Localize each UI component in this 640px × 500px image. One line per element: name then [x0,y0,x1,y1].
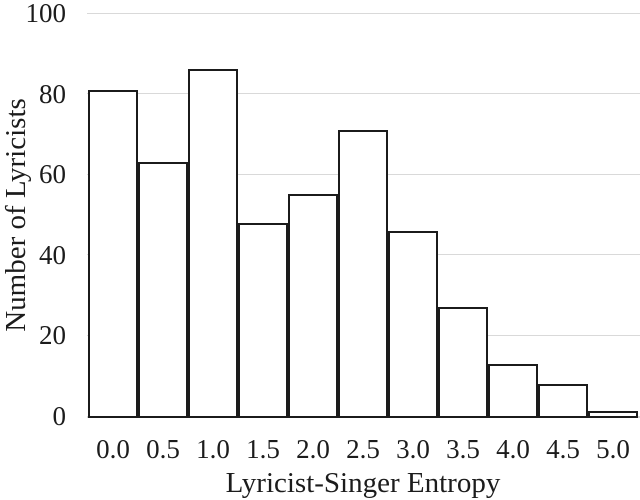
histogram-bar [438,307,488,418]
histogram-bar [188,69,238,418]
histogram-bar [288,194,338,418]
x-tick-label: 1.5 [246,434,280,464]
x-tick-label: 5.0 [596,434,630,464]
y-tick-label: 60 [39,159,66,190]
histogram-bar [238,223,288,418]
histogram-bar [488,364,538,418]
gridline [87,12,640,14]
x-tick-label: 2.0 [296,434,330,464]
x-tick-label: 3.0 [396,434,430,464]
histogram-bar [88,90,138,418]
histogram-bar [388,231,438,418]
histogram-bar [538,384,588,418]
y-tick-label: 80 [39,78,66,109]
x-tick-label: 2.5 [346,434,380,464]
y-tick-label: 100 [25,0,67,28]
x-axis-title: Lyricist-Singer Entropy [225,467,501,499]
x-tick-label: 1.0 [196,434,230,464]
x-tick-label: 4.5 [546,434,580,464]
gridline [87,93,640,95]
y-tick-label: 0 [52,401,67,431]
histogram-bar [138,162,188,418]
y-tick-label: 20 [39,320,66,351]
y-tick-label: 40 [39,239,66,270]
x-tick-label: 4.0 [496,434,530,464]
x-tick-label: 0.0 [96,434,130,464]
x-tick-label: 3.5 [446,434,480,464]
histogram-bar [588,411,638,418]
y-axis-title: Number of Lyricists [0,98,32,332]
x-tick-label: 0.5 [146,434,180,464]
histogram-bar [338,130,388,418]
